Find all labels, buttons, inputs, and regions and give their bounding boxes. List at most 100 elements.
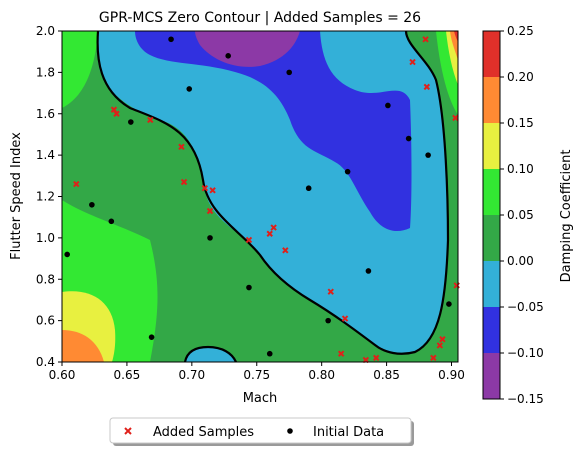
y-tick-label: 0.6 <box>36 314 55 328</box>
colorbar-tick-label: 0.25 <box>507 24 534 38</box>
region-red-right <box>454 31 458 42</box>
legend-initial-marker <box>287 428 293 434</box>
zero-contour-main <box>96 31 450 355</box>
colorbar-band <box>483 31 500 77</box>
initial-data-point <box>405 135 412 142</box>
x-tick-label: 0.65 <box>114 368 141 382</box>
initial-data-point <box>148 334 155 340</box>
added-sample-marker <box>341 315 349 322</box>
initial-data-point <box>286 69 293 76</box>
added-sample-marker <box>436 342 444 349</box>
added-sample-marker <box>422 36 429 43</box>
added-samples-series <box>73 36 460 364</box>
added-sample-marker <box>270 224 277 231</box>
added-sample-marker <box>266 230 273 237</box>
initial-data-point <box>225 53 231 59</box>
colorbar-tick-label: 0.05 <box>507 208 534 222</box>
colorbar: −0.15 −0.10 −0.05 0.00 0.05 0.10 0.15 0.20 0.25 <box>482 24 544 406</box>
added-sample-marker <box>180 178 188 186</box>
colorbar-tick-label: −0.10 <box>507 346 544 360</box>
initial-data-series <box>64 36 452 357</box>
initial-data-point <box>108 218 115 225</box>
added-sample-marker <box>113 110 120 117</box>
added-sample-marker <box>430 354 437 362</box>
initial-data-point <box>446 301 452 307</box>
legend-box <box>109 417 412 444</box>
x-tick-label: 0.90 <box>438 368 465 382</box>
colorbar-tick-label: −0.05 <box>507 300 544 314</box>
colorbar-tick-label: 0.20 <box>507 70 534 84</box>
colorbar-tick-label: 0.10 <box>507 162 534 176</box>
initial-data-point <box>266 350 273 357</box>
x-axis-label: Mach <box>243 391 278 406</box>
added-sample-marker <box>110 106 118 113</box>
initial-data-point <box>425 152 431 158</box>
region-bright-green-left <box>62 31 98 108</box>
added-sample-marker <box>372 354 380 362</box>
initial-data-point <box>89 201 95 208</box>
colorbar-band <box>483 261 500 307</box>
colorbar-band <box>483 77 500 123</box>
colorbar-band <box>483 215 500 261</box>
colorbar-band <box>483 353 500 399</box>
legend-initial-label: Initial Data <box>313 425 384 440</box>
colorbar-band <box>483 123 500 169</box>
initial-data-point <box>325 317 331 324</box>
added-sample-marker <box>178 143 185 151</box>
zero-contour <box>96 31 450 362</box>
x-tick-label: 0.70 <box>178 368 205 382</box>
x-tick-label: 0.80 <box>308 368 335 382</box>
y-tick-label: 1.2 <box>36 190 55 204</box>
x-tick-label: 0.85 <box>373 368 400 382</box>
region-negative-strong <box>195 31 300 67</box>
colorbar-tick-label: −0.15 <box>507 392 544 406</box>
initial-data-point <box>344 168 351 175</box>
added-sample-marker <box>439 336 446 343</box>
initial-data-point <box>365 268 372 274</box>
chart-title: GPR-MCS Zero Contour | Added Samples = 2… <box>99 10 421 26</box>
x-tick-label: 0.75 <box>243 368 270 382</box>
initial-data-point <box>207 235 213 241</box>
initial-data-point <box>186 86 193 92</box>
colorbar-tick-label: 0.00 <box>507 254 534 268</box>
y-axis: 0.4 0.6 0.8 1.0 1.2 1.4 1.6 1.8 2.0 <box>36 24 62 369</box>
added-sample-marker <box>206 207 214 215</box>
added-sample-marker <box>337 350 345 357</box>
initial-data-point <box>385 102 391 109</box>
y-tick-label: 0.4 <box>36 355 55 369</box>
added-sample-marker <box>423 83 431 91</box>
initial-data-point <box>168 36 174 43</box>
colorbar-tick-label: 0.15 <box>507 116 534 130</box>
legend-added-marker <box>124 427 132 435</box>
y-tick-label: 0.8 <box>36 272 55 286</box>
y-tick-label: 1.0 <box>36 231 55 245</box>
initial-data-point <box>305 185 312 192</box>
legend: Added Samples Initial Data <box>109 417 414 446</box>
y-axis-label: Flutter Speed Index <box>9 132 24 260</box>
contour-fill <box>62 31 458 362</box>
added-sample-marker <box>147 116 154 124</box>
y-tick-label: 1.6 <box>36 107 55 121</box>
added-sample-marker <box>282 247 289 254</box>
y-tick-label: 1.8 <box>36 65 55 79</box>
added-sample-marker <box>409 58 416 66</box>
zero-contour-bottom <box>183 345 238 362</box>
region-orange-bottom-left <box>62 330 104 362</box>
added-sample-marker <box>245 236 253 244</box>
y-tick-label: 1.4 <box>36 148 55 162</box>
added-sample-marker <box>73 180 80 188</box>
added-sample-marker <box>327 288 334 295</box>
initial-data-point <box>64 251 70 258</box>
region-orange-right <box>450 31 458 60</box>
initial-data-point <box>246 284 252 291</box>
colorbar-band <box>483 307 500 353</box>
region-negative-mid <box>135 31 412 232</box>
colorbar-label: Damping Coefficient <box>559 150 574 283</box>
colorbar-band <box>483 169 500 215</box>
legend-added-label: Added Samples <box>153 425 254 440</box>
added-sample-marker <box>452 114 459 122</box>
added-sample-marker <box>201 185 209 192</box>
x-axis: 0.60 0.65 0.70 0.75 0.80 0.85 0.90 <box>49 362 465 382</box>
y-tick-label: 2.0 <box>36 24 55 38</box>
